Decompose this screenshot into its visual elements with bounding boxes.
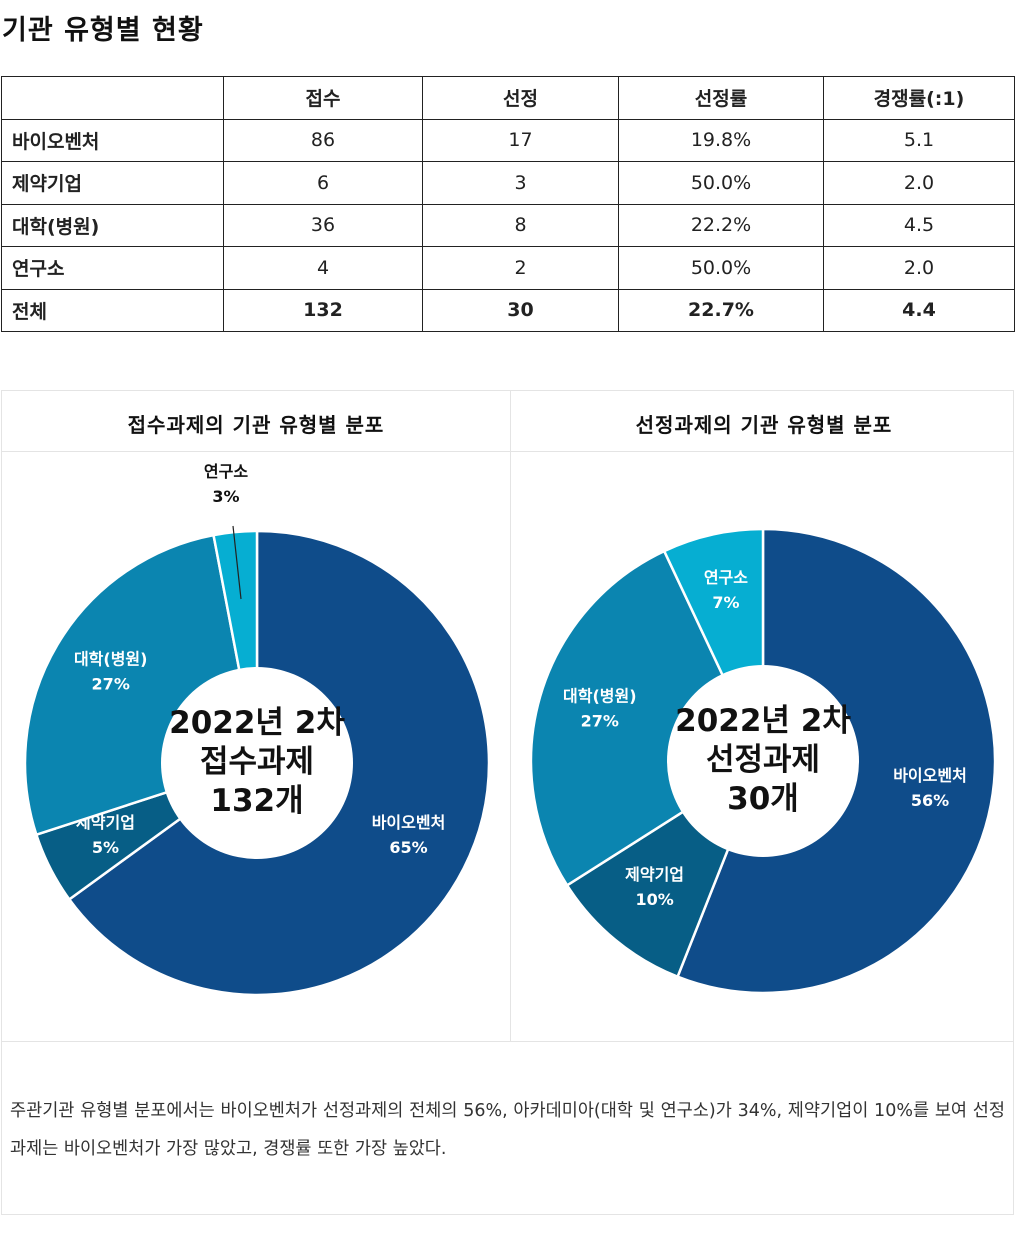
chart-center-label: 132개 <box>210 783 303 819</box>
chart-center-label: 2022년 2차 <box>675 703 851 739</box>
table-row: 바이오벤처 86 17 19.8% 5.1 <box>1 118 1015 162</box>
table-cell: 2 <box>422 246 619 290</box>
slice-percent-label: 7% <box>712 593 739 612</box>
table-cell: 5.1 <box>823 118 1015 162</box>
pie-slice-대학(병원) <box>529 549 765 888</box>
slice-label: 대학(병원) <box>74 650 148 669</box>
donut-hole <box>667 665 859 857</box>
slice-percent-label: 5% <box>92 838 119 857</box>
table-cell: 8 <box>422 203 619 247</box>
table-cell: 30 <box>422 288 619 332</box>
table-cell: 4.5 <box>823 203 1015 247</box>
slice-percent-label: 56% <box>911 791 949 810</box>
table-cell: 36 <box>223 203 423 247</box>
row-label: 연구소 <box>1 246 224 290</box>
chart-center-label: 30개 <box>727 781 799 817</box>
table-cell: 50.0% <box>618 246 824 290</box>
row-label: 바이오벤처 <box>1 118 224 162</box>
slice-percent-label: 10% <box>635 890 673 909</box>
header-cell: 선정률 <box>618 76 824 120</box>
row-label: 전체 <box>1 288 224 332</box>
table-cell: 2.0 <box>823 246 1015 290</box>
divider <box>2 1041 1013 1042</box>
slice-label: 바이오벤처 <box>893 766 967 785</box>
slice-percent-label: 27% <box>581 712 619 731</box>
chart-center-label: 선정과제 <box>706 742 820 778</box>
table-cell: 86 <box>223 118 423 162</box>
row-label: 제약기업 <box>1 161 224 205</box>
slice-label: 바이오벤처 <box>372 813 446 832</box>
table-header-row: 접수 선정 선정률 경쟁률(:1) <box>1 76 1015 120</box>
table-cell: 4.4 <box>823 288 1015 332</box>
charts-panel: 접수과제의 기관 유형별 분포 선정과제의 기관 유형별 분포 바이오벤처 65%… <box>1 390 1014 1215</box>
donut-hole <box>161 667 353 859</box>
leader-line <box>232 525 242 600</box>
table-cell: 132 <box>223 288 423 332</box>
table-cell: 50.0% <box>618 161 824 205</box>
table-row: 연구소 4 2 50.0% 2.0 <box>1 246 1015 290</box>
table-cell: 2.0 <box>823 161 1015 205</box>
table-total-row: 전체 132 30 22.7% 4.4 <box>1 288 1015 332</box>
slice-percent-label: 27% <box>92 675 130 694</box>
header-cell: 선정 <box>422 76 619 120</box>
divider <box>510 391 511 1041</box>
summary-text: 주관기관 유형별 분포에서는 바이오벤처가 선정과제의 전체의 56%, 아카데… <box>10 1101 1005 1159</box>
table-cell: 6 <box>223 161 423 205</box>
table-cell: 22.2% <box>618 203 824 247</box>
chart-title-applications: 접수과제의 기관 유형별 분포 <box>127 413 385 437</box>
row-label: 대학(병원) <box>1 203 224 247</box>
chart-center-label: 2022년 2차 <box>169 705 345 741</box>
stats-table: 접수 선정 선정률 경쟁률(:1) 바이오벤처 86 17 19.8% 5.1 … <box>1 76 1015 332</box>
slice-percent-label: 3% <box>212 487 239 506</box>
table-cell: 22.7% <box>618 288 824 332</box>
slice-label: 대학(병원) <box>563 687 637 706</box>
table-cell: 19.8% <box>618 118 824 162</box>
page-heading: 기관 유형별 현황 <box>2 15 204 46</box>
slice-label: 제약기업 <box>625 865 684 884</box>
chart-title-selected: 선정과제의 기관 유형별 분포 <box>635 413 893 437</box>
slice-percent-label: 65% <box>389 838 427 857</box>
slice-label: 연구소 <box>704 568 748 587</box>
table-row: 대학(병원) 36 8 22.2% 4.5 <box>1 203 1015 247</box>
table-cell: 4 <box>223 246 423 290</box>
header-cell: 경쟁률(:1) <box>823 76 1015 120</box>
header-cell: 접수 <box>223 76 423 120</box>
table-cell: 3 <box>422 161 619 205</box>
table-row: 제약기업 6 3 50.0% 2.0 <box>1 161 1015 205</box>
table-cell: 17 <box>422 118 619 162</box>
divider <box>2 451 1013 452</box>
header-cell <box>1 76 224 120</box>
slice-label: 연구소 <box>204 462 248 481</box>
chart-center-label: 접수과제 <box>200 744 314 780</box>
